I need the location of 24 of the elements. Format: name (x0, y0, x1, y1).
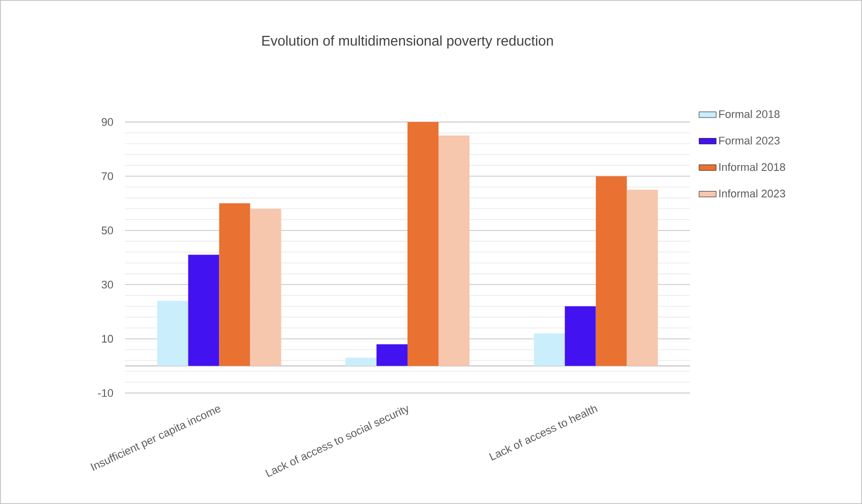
y-tick-label: -10 (98, 389, 114, 397)
legend-label: Informal 2023 (719, 189, 786, 198)
bar (534, 333, 565, 366)
legend-label: Formal 2018 (719, 110, 780, 118)
bar (438, 136, 470, 366)
bar (157, 300, 188, 366)
legend-label: Formal 2023 (719, 136, 780, 144)
bar (250, 208, 282, 366)
bar (376, 344, 408, 366)
bar (188, 254, 220, 366)
bar (564, 306, 596, 366)
bar (219, 203, 250, 366)
y-tick-label: 10 (102, 334, 114, 343)
y-tick-label: 50 (102, 226, 114, 234)
x-tick-label: Lack of access to health (489, 406, 598, 460)
bar (346, 358, 377, 366)
bar (626, 190, 658, 366)
y-tick-label: 90 (102, 118, 114, 126)
bar (596, 176, 627, 366)
bar (408, 122, 439, 366)
chart-title: Evolution of multidimensional poverty reduction (262, 35, 553, 48)
legend-label: Informal 2018 (719, 162, 786, 171)
y-tick-label: 70 (102, 172, 114, 180)
y-tick-label: 30 (102, 280, 114, 288)
